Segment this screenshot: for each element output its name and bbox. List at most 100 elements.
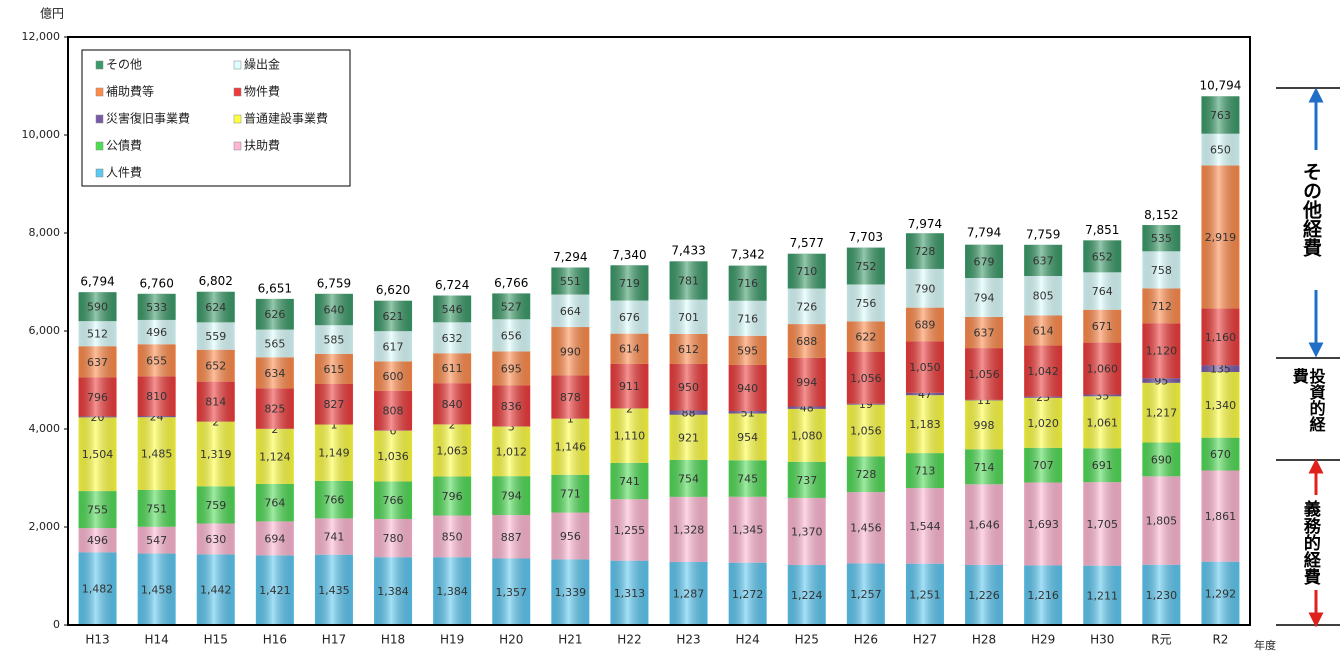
y-tick-label: 6,000 <box>29 324 61 337</box>
value-label: 726 <box>796 300 817 313</box>
value-label: 1,120 <box>1146 345 1178 358</box>
value-label: 615 <box>323 363 344 376</box>
value-label: 622 <box>855 331 876 344</box>
x-tick-label: H14 <box>145 633 169 647</box>
value-label: 590 <box>87 301 108 314</box>
value-label: 1,056 <box>850 372 882 385</box>
value-label: 763 <box>1210 109 1231 122</box>
value-label: 1,060 <box>1087 363 1119 376</box>
value-label: 714 <box>974 461 995 474</box>
value-label: 694 <box>264 532 285 545</box>
y-tick-label: 10,000 <box>22 128 61 141</box>
value-label: 921 <box>678 431 699 444</box>
value-label: 621 <box>383 310 404 323</box>
value-label: 1,345 <box>732 524 764 537</box>
value-label: 1,384 <box>436 585 468 598</box>
total-label: 7,974 <box>908 217 942 231</box>
value-label: 1,230 <box>1146 589 1178 602</box>
value-label: 655 <box>146 354 167 367</box>
value-label: 626 <box>264 308 285 321</box>
legend: その他繰出金補助費等物件費災害復旧事業費普通建設事業費公債費扶助費人件費 <box>82 50 350 186</box>
value-label: 1,257 <box>850 588 882 601</box>
side-label: 投資的経費 <box>1290 368 1324 432</box>
value-label: 940 <box>737 382 758 395</box>
x-tick-label: H13 <box>85 633 109 647</box>
value-label: 1,146 <box>555 441 587 454</box>
value-label: 512 <box>87 328 108 341</box>
value-label: 1,050 <box>909 361 941 374</box>
value-label: 728 <box>855 468 876 481</box>
value-label: 1,080 <box>791 429 823 442</box>
value-label: 632 <box>442 332 463 345</box>
value-label: 547 <box>146 534 167 547</box>
value-label: 1,124 <box>259 450 291 463</box>
value-label: 827 <box>323 398 344 411</box>
value-label: 1,287 <box>673 587 705 600</box>
x-tick-label: H30 <box>1090 633 1114 647</box>
total-label: 6,766 <box>494 276 528 290</box>
legend-swatch <box>234 115 241 123</box>
value-label: 533 <box>146 301 167 314</box>
value-label: 1,012 <box>496 445 528 458</box>
y-tick-label: 4,000 <box>29 422 61 435</box>
x-unit: 年度 <box>1254 638 1276 652</box>
value-label: 728 <box>914 245 935 258</box>
total-label: 7,794 <box>967 226 1001 240</box>
value-label: 796 <box>87 391 108 404</box>
value-label: 950 <box>678 381 699 394</box>
value-label: 764 <box>1092 285 1113 298</box>
value-label: 2,919 <box>1205 231 1237 244</box>
value-label: 1,042 <box>1027 365 1059 378</box>
total-label: 6,802 <box>199 274 233 288</box>
value-label: 759 <box>205 499 226 512</box>
legend-swatch <box>234 61 241 69</box>
value-label: 1,370 <box>791 525 823 538</box>
value-label: 810 <box>146 390 167 403</box>
x-tick-label: H29 <box>1031 633 1055 647</box>
x-tick-label: H24 <box>736 633 760 647</box>
total-label: 7,759 <box>1026 227 1060 241</box>
value-label: 624 <box>205 301 226 314</box>
y-unit: 億円 <box>40 7 64 21</box>
value-label: 754 <box>678 472 699 485</box>
value-label: 745 <box>737 473 758 486</box>
y-tick-label: 8,000 <box>29 226 61 239</box>
x-tick-label: H22 <box>617 633 641 647</box>
value-label: 998 <box>974 419 995 432</box>
value-label: 1,056 <box>968 368 1000 381</box>
value-label: 637 <box>87 356 108 369</box>
value-label: 600 <box>383 370 404 383</box>
legend-swatch <box>96 88 103 96</box>
x-tick-label: H16 <box>263 633 287 647</box>
side-label-box: 投資的経費 <box>1290 368 1340 438</box>
value-label: 808 <box>383 405 404 418</box>
value-label: 695 <box>501 362 522 375</box>
value-label: 707 <box>1033 459 1054 472</box>
value-label: 825 <box>264 403 285 416</box>
legend-label: 公債費 <box>106 138 142 153</box>
value-label: 1,861 <box>1205 510 1237 523</box>
value-label: 1,217 <box>1146 407 1178 420</box>
legend-label: その他 <box>106 58 142 72</box>
value-label: 781 <box>678 274 699 287</box>
value-label: 1,036 <box>377 450 409 463</box>
total-label: 7,294 <box>553 250 587 264</box>
value-label: 652 <box>205 360 226 373</box>
total-label: 6,794 <box>80 275 114 289</box>
value-label: 1,805 <box>1146 515 1178 528</box>
x-tick-label: H17 <box>322 633 346 647</box>
value-label: 1,255 <box>614 524 646 537</box>
value-label: 1,251 <box>909 588 941 601</box>
total-label: 6,651 <box>258 282 292 296</box>
value-label: 719 <box>619 277 640 290</box>
value-label: 1,339 <box>555 586 587 599</box>
y-tick-label: 12,000 <box>22 30 61 43</box>
value-label: 1,313 <box>614 587 646 600</box>
value-label: 1,160 <box>1205 331 1237 344</box>
value-label: 1,693 <box>1027 518 1059 531</box>
value-label: 1,063 <box>436 444 468 457</box>
value-label: 1,340 <box>1205 399 1237 412</box>
legend-label: 繰出金 <box>244 57 280 72</box>
value-label: 1,421 <box>259 584 291 597</box>
